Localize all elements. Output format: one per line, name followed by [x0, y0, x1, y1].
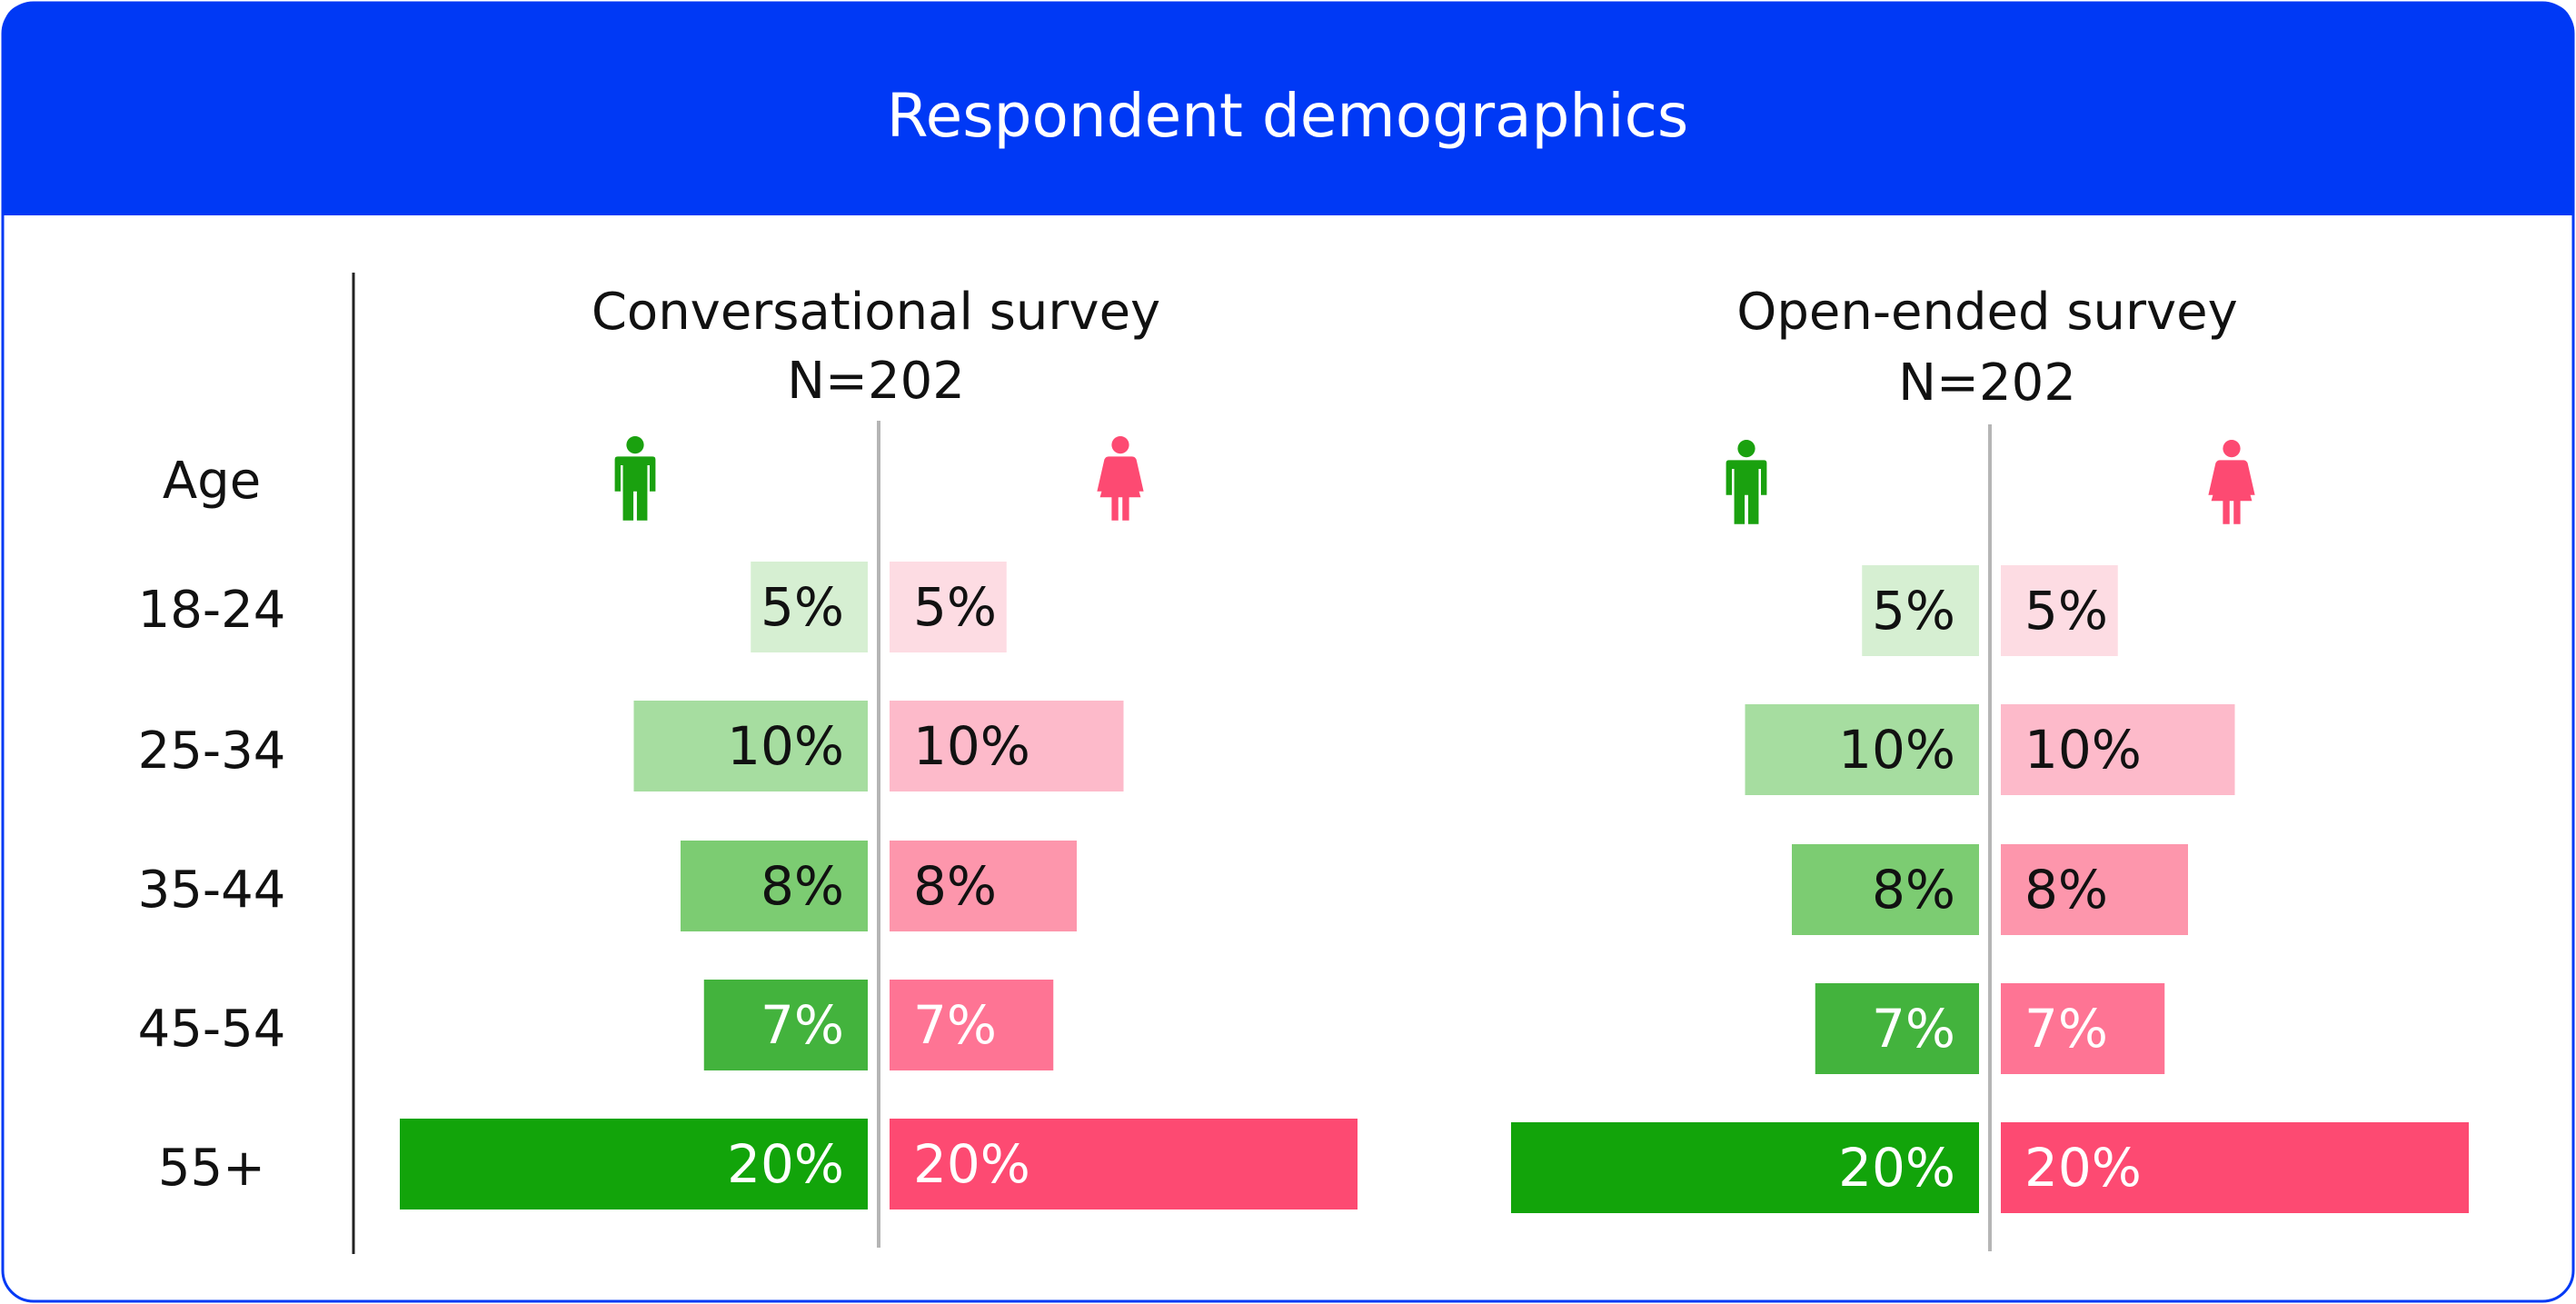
female-icon [2208, 440, 2255, 524]
male-bar [1815, 983, 1979, 1074]
male-bar [681, 841, 868, 931]
female-bar-label: 5% [2024, 580, 2108, 642]
male-bar-label: 8% [1872, 859, 1955, 921]
age-column: Age 18-24 25-34 35-44 45-54 55+ [138, 452, 286, 1198]
age-label: 25-34 [138, 722, 286, 781]
male-bar-label: 7% [761, 994, 844, 1056]
female-bar-label: 7% [2024, 998, 2108, 1060]
male-bar [1511, 1122, 1979, 1213]
female-bar [890, 980, 1054, 1070]
female-bar [2001, 983, 2165, 1074]
chart-subtitle: N=202 [787, 352, 965, 411]
female-icon [1097, 436, 1144, 521]
female-bar [890, 701, 1124, 791]
chart-title: Open-ended survey [1736, 283, 2238, 342]
male-bar-label: 20% [727, 1133, 844, 1195]
male-bar [1792, 844, 1979, 935]
male-bar-label: 7% [1872, 998, 1955, 1060]
male-bar [751, 562, 868, 652]
male-bar-label: 10% [727, 715, 844, 777]
age-label: 18-24 [138, 581, 286, 640]
header-bar [3, 3, 2573, 215]
male-bar-label: 5% [761, 576, 844, 638]
age-label: 55+ [158, 1139, 265, 1198]
female-bar [890, 841, 1077, 931]
female-bar-label: 8% [913, 855, 997, 917]
female-bar [2001, 565, 2118, 656]
female-bar-label: 8% [2024, 859, 2108, 921]
male-bar-label: 10% [1838, 719, 1955, 781]
male-bar [1745, 704, 1979, 795]
age-label: 45-54 [138, 1000, 286, 1059]
female-bar-label: 20% [2024, 1137, 2142, 1199]
male-bar [703, 980, 868, 1070]
chart-panel-conversational: Conversational survey N=202 5% 5% 10% 10% 8% 8%… [400, 283, 1358, 1248]
female-bar-label: 10% [913, 715, 1030, 777]
male-icon [1726, 440, 1767, 524]
female-bar [2001, 704, 2235, 795]
male-bar [1862, 565, 1979, 656]
age-label: 35-44 [138, 861, 286, 920]
male-icon [614, 436, 656, 521]
male-bar [633, 701, 868, 791]
chart-title: Conversational survey [592, 283, 1160, 342]
chart-subtitle: N=202 [1898, 353, 2076, 413]
female-bar-label: 5% [913, 576, 997, 638]
male-bar-label: 5% [1872, 580, 1955, 642]
female-bar [2001, 844, 2188, 935]
age-header: Age [163, 452, 261, 511]
female-bar [2001, 1122, 2469, 1213]
female-bar [890, 562, 1007, 652]
female-bar [890, 1119, 1358, 1209]
male-bar-label: 20% [1838, 1137, 1955, 1199]
male-bar [400, 1119, 868, 1209]
female-bar-label: 10% [2024, 719, 2142, 781]
female-bar-label: 7% [913, 994, 997, 1056]
female-bar-label: 20% [913, 1133, 1030, 1195]
page-title: Respondent demographics [887, 81, 1689, 151]
male-bar-label: 8% [761, 855, 844, 917]
chart-panel-open-ended: Open-ended survey N=202 5% 5% 10% 10% 8% 8% 7% 7%… [1511, 283, 2469, 1251]
